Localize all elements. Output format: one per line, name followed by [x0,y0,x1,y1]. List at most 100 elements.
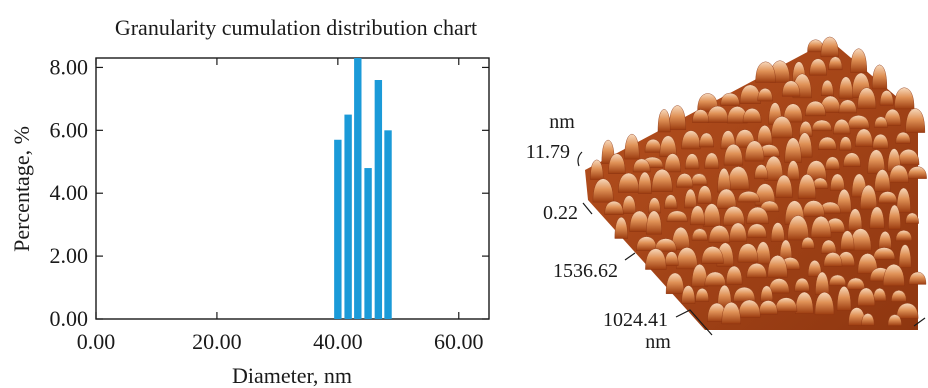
surface-grain [697,185,713,204]
surface-grain [895,131,911,144]
surface-grain [738,299,761,318]
bar [334,139,342,319]
surface-grain [888,204,901,230]
surface-grain [671,226,690,250]
surface-grain [794,277,810,292]
surface-axes [577,151,926,336]
surface-grain [818,136,837,150]
surface-grain [725,265,743,285]
surface-grain [825,156,840,170]
surface-grain [905,212,919,224]
surface-grain [836,188,852,214]
surface-grain [867,149,886,174]
bar [344,114,352,319]
surface-grain [684,188,697,209]
surface-3d-image: nm 11.79 0.22 1536.62 1024.41 nm [526,36,927,353]
surface-grain [839,136,852,151]
surface-grain [692,109,710,123]
surface-grain [908,271,927,285]
surface-grain [746,206,769,224]
chart-title: Granularity cumulation distribution char… [115,15,477,40]
surface-grain [733,286,756,303]
surface-grain [874,169,891,192]
z-tick-top: 11.79 [526,141,570,163]
surface-grain [840,230,855,251]
surface-grain [637,171,652,194]
surface-grain [820,36,839,58]
surface-grain [737,243,759,263]
surface-grains [590,36,927,326]
xy-axis-tick-1 [624,252,636,261]
surface-grain [843,152,861,167]
surface-grain [717,284,732,309]
surface-grain [872,133,889,149]
surface-grain [760,285,774,302]
surface-grain [847,115,870,129]
xy-tick-1: 1536.62 [553,260,618,282]
surface-grain [805,100,826,117]
y-tick-label: 2.00 [50,243,89,268]
xy-axis-tick-2 [675,309,713,336]
surface-grain [857,253,878,274]
z-tick-bottom: 0.22 [543,202,578,224]
histogram-chart: Granularity cumulation distribution char… [9,15,490,388]
surface-grain [704,271,726,287]
z-axis-bottom-tick [582,202,593,215]
x-axis-ticks: 0.00 20.00 40.00 60.00 [77,58,484,354]
surface-grain [887,314,902,326]
surface-grain [836,286,852,311]
surface-grain [690,205,706,226]
surface-grain [833,119,851,135]
surface-grain [895,230,913,242]
surface-grain [850,48,868,73]
surface-grain [888,164,909,183]
y-tick-label: 6.00 [50,117,89,142]
bar [374,80,383,319]
surface-grain [815,271,830,295]
surface-grain [664,194,678,209]
surface-grain [632,158,651,173]
surface-grain [828,274,847,286]
surface-grain [622,195,637,214]
xy-unit-label: nm [645,331,671,353]
x-tick-label: 20.00 [192,329,242,354]
surface-grain [684,153,700,170]
surface-grain [676,173,694,188]
surface-grain [874,116,888,128]
surface-grain [759,200,780,212]
surface-grain [659,135,677,158]
surface-grain [755,61,776,83]
surface-grain [729,222,747,242]
x-tick-label: 0.00 [77,329,116,354]
bar [364,168,372,319]
surface-grain [855,128,873,147]
surface-grain [665,272,685,294]
surface-grain [608,153,626,174]
y-tick-label: 4.00 [50,180,89,205]
surface-grain [807,260,822,277]
surface-grain [614,216,628,239]
surface-grain [645,248,667,270]
surface-grain [781,80,801,97]
surface-grain [770,222,785,242]
bar-series [334,58,392,319]
surface-grain [747,223,767,238]
surface-grain [768,278,790,294]
surface-grain [907,166,927,179]
surface-grain [722,206,745,226]
surface-grain [821,79,834,96]
y-axis-ticks: 0.00 2.00 4.00 6.00 8.00 [50,54,489,331]
surface-grain [737,191,760,203]
surface-grain [767,255,788,278]
surface-grain [894,87,915,110]
surface-grain [860,184,878,210]
y-axis-label: Percentage, % [9,126,34,252]
surface-grain [697,93,719,112]
surface-grain [810,215,832,238]
surface-grain [795,291,814,314]
surface-grain [721,301,741,325]
x-tick-label: 40.00 [313,329,363,354]
surface-grain [624,133,640,160]
surface-grain [871,64,888,90]
